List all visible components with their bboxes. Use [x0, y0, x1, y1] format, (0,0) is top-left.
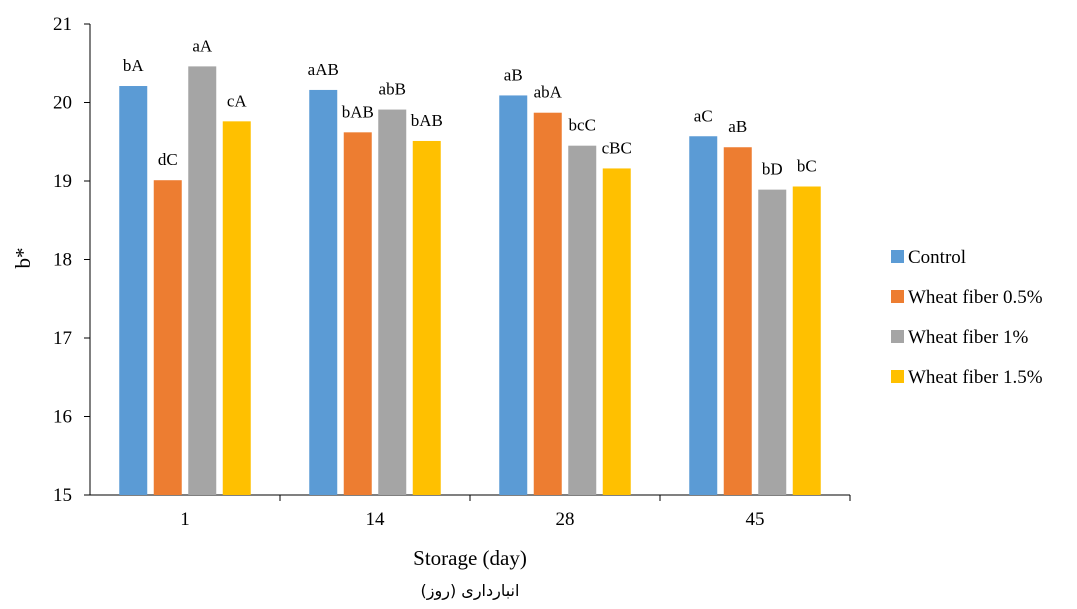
plot-area: bA dC aA cA aAB bAB abB bAB aB abA bcC cBC aC aB bD bC: [89, 24, 850, 496]
x-tick-label: 45: [746, 509, 765, 530]
data-label: abB: [379, 80, 406, 99]
data-label: abA: [534, 83, 563, 102]
x-axis-ticks: 1 14 28 45: [180, 495, 851, 530]
legend-label: Wheat fiber 1%: [908, 327, 1028, 348]
legend-swatch: [891, 250, 904, 263]
data-label: bcC: [569, 116, 596, 135]
bar: [568, 145, 597, 496]
bar: [222, 121, 251, 495]
data-label: aAB: [308, 60, 339, 79]
legend-label: Wheat fiber 1.5%: [908, 367, 1043, 388]
y-axis-title: b*: [11, 248, 35, 269]
bar: [499, 95, 528, 495]
y-axis-ticks: 15 16 17 18 19 20 21: [53, 14, 90, 506]
data-label: aA: [192, 36, 213, 55]
y-tick-label: 20: [53, 93, 72, 114]
data-label: cA: [227, 91, 248, 110]
legend-label: Control: [908, 247, 966, 268]
data-label: aB: [728, 117, 747, 136]
x-axis-subtitle: انبارداری (روز): [421, 581, 520, 601]
bar: [412, 140, 441, 495]
bar: [533, 112, 562, 495]
y-tick-label: 18: [53, 250, 72, 271]
y-tick-label: 19: [53, 171, 72, 192]
x-tick-label: 28: [556, 509, 575, 530]
bar: [153, 180, 182, 495]
data-label: dC: [158, 150, 178, 169]
legend-swatch: [891, 370, 904, 383]
data-label: bA: [123, 56, 145, 75]
data-label: bAB: [342, 102, 374, 121]
legend-swatch: [891, 290, 904, 303]
bar: [602, 168, 631, 495]
x-tick-label: 1: [180, 509, 190, 530]
data-label: bC: [797, 156, 817, 175]
legend-swatch: [891, 330, 904, 343]
data-label: cBC: [602, 138, 632, 157]
data-label: aC: [694, 106, 713, 125]
y-tick-label: 21: [53, 14, 72, 35]
bar: [343, 132, 372, 495]
x-tick-label: 14: [366, 509, 386, 530]
bar: [378, 109, 407, 495]
data-label: aB: [504, 65, 523, 84]
bar: [309, 89, 338, 495]
bar: [119, 86, 148, 495]
legend: Control Wheat fiber 0.5% Wheat fiber 1% Whe…: [891, 247, 1043, 388]
y-tick-label: 15: [53, 485, 72, 506]
bar: [758, 189, 787, 495]
bar: [188, 66, 217, 495]
y-tick-label: 16: [53, 407, 72, 428]
legend-label: Wheat fiber 0.5%: [908, 287, 1043, 308]
bar: [689, 136, 718, 495]
bar: [792, 186, 821, 495]
data-label: bAB: [411, 111, 443, 130]
x-axis-title: Storage (day): [413, 546, 527, 570]
data-label: bD: [762, 160, 783, 179]
y-tick-label: 17: [53, 328, 72, 349]
bar: [723, 147, 752, 495]
